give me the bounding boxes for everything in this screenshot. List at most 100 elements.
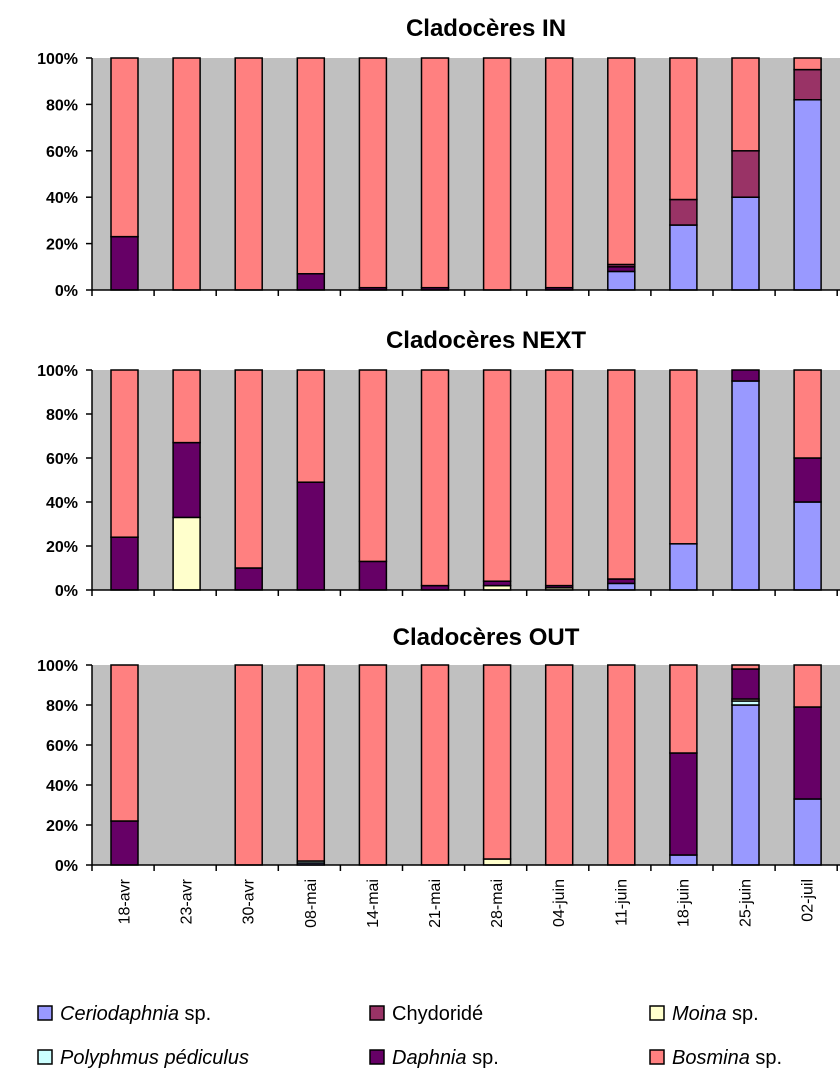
bar-segment-ceriodaphnia <box>669 854 698 866</box>
bar-segment-daphnia <box>669 752 698 856</box>
bar-segment-bosmina <box>358 664 388 866</box>
bar-segment-daphnia <box>296 273 326 291</box>
bar-segment-bosmina <box>731 664 760 670</box>
panel-title: Cladocères IN <box>406 15 566 42</box>
legend-label-moina: Moina sp. <box>672 1003 759 1025</box>
y-tick-label: 80% <box>46 698 78 715</box>
legend-swatch-daphnia <box>369 1049 385 1065</box>
y-tick-label: 40% <box>46 190 78 207</box>
bar-segment-daphnia <box>110 820 139 866</box>
bar-segment-bosmina <box>793 664 822 708</box>
bar-segment-ceriodaphnia <box>793 798 822 866</box>
y-tick-label: 60% <box>46 451 78 468</box>
bar-segment-bosmina <box>110 664 139 822</box>
bar-segment-bosmina <box>607 57 636 266</box>
panel-2: Cladocères NEXT 0% 20% 40% 60% 80% 100% <box>37 327 840 600</box>
y-tick-label: 0% <box>55 283 78 300</box>
y-tick-label: 0% <box>55 583 78 600</box>
bar-segment-bosmina <box>296 57 326 275</box>
y-tick-label: 80% <box>46 97 78 114</box>
bar-segment-bosmina <box>607 664 636 866</box>
legend: Ceriodaphnia sp. Chydoridé Moina sp. Polyph… <box>37 1003 782 1069</box>
bar-segment-daphnia <box>296 481 326 591</box>
panel-title: Cladocères OUT <box>393 624 580 651</box>
bar-segment-chydoride <box>731 150 760 198</box>
bar-segment-bosmina <box>482 664 512 860</box>
bar-segment-bosmina <box>234 664 263 866</box>
bar-segment-daphnia <box>234 567 263 591</box>
x-tick-label: 02-juil <box>800 879 817 922</box>
y-tick-label: 100% <box>37 363 78 380</box>
y-tick-label: 100% <box>37 658 78 675</box>
bar-segment-chydoride <box>669 198 698 226</box>
legend-label-ceriodaphnia: Ceriodaphnia sp. <box>60 1003 211 1025</box>
x-tick-label: 21-mai <box>427 879 444 928</box>
bar-segment-bosmina <box>544 369 574 587</box>
bar-segment-bosmina <box>731 57 760 152</box>
bar-segment-bosmina <box>358 57 388 289</box>
bar-segment-bosmina <box>669 664 698 754</box>
legend-swatch-polyphemus <box>37 1049 53 1065</box>
legend-label-bosmina: Bosmina sp. <box>672 1047 782 1069</box>
x-tick-label: 18-juin <box>675 879 692 927</box>
bar-segment-bosmina <box>482 57 512 291</box>
bar-segment-bosmina <box>296 664 326 862</box>
y-tick-label: 0% <box>55 858 78 875</box>
x-tick-label: 04-juin <box>551 879 568 927</box>
bar-segment-bosmina <box>234 369 263 569</box>
legend-swatch-moina <box>649 1005 665 1021</box>
y-tick-label: 60% <box>46 144 78 161</box>
bar-segment-daphnia <box>793 706 822 800</box>
bar-segment-bosmina <box>669 57 698 201</box>
y-tick-label: 80% <box>46 407 78 424</box>
bar-segment-ceriodaphnia <box>793 501 822 591</box>
x-tick-label: 08-mai <box>303 879 320 928</box>
x-tick-label: 14-mai <box>365 879 382 928</box>
y-tick-label: 20% <box>46 818 78 835</box>
bar-segment-bosmina <box>358 369 388 563</box>
bar-segment-bosmina <box>793 57 822 71</box>
bar-segment-daphnia <box>172 441 201 519</box>
bar-segment-daphnia <box>793 457 822 503</box>
bar-segment-moina <box>482 858 512 866</box>
plot-area <box>92 370 840 590</box>
legend-label-polyphemus: Polyphmus pédiculus <box>60 1047 249 1069</box>
bar-segment-bosmina <box>234 57 263 291</box>
bar-segment-ceriodaphnia <box>731 704 760 866</box>
bar-segment-ceriodaphnia <box>669 543 698 591</box>
y-tick-label: 40% <box>46 778 78 795</box>
y-tick-label: 60% <box>46 738 78 755</box>
bar-segment-daphnia <box>110 536 139 591</box>
panel-title: Cladocères NEXT <box>386 327 586 354</box>
plot-area <box>92 58 840 290</box>
bar-segment-ceriodaphnia <box>731 380 760 591</box>
y-tick-label: 20% <box>46 539 78 556</box>
legend-swatch-chydoride <box>369 1005 385 1021</box>
x-tick-label: 30-avr <box>241 878 258 924</box>
bar-segment-bosmina <box>669 369 698 545</box>
y-tick-label: 40% <box>46 495 78 512</box>
x-tick-label: 28-mai <box>489 879 506 928</box>
bar-segment-daphnia <box>731 668 760 700</box>
plot-area <box>92 665 840 865</box>
bar-segment-daphnia <box>358 560 388 591</box>
bar-segment-bosmina <box>420 369 450 587</box>
bar-segment-ceriodaphnia <box>607 582 636 591</box>
bar-segment-moina <box>172 516 201 591</box>
legend-label-daphnia: Daphnia sp. <box>392 1047 499 1069</box>
bar-segment-ceriodaphnia <box>669 224 698 291</box>
bar-segment-bosmina <box>296 369 326 483</box>
bar-segment-bosmina <box>544 57 574 289</box>
bar-segment-daphnia <box>731 369 760 382</box>
x-tick-label: 18-avr <box>117 878 134 924</box>
legend-swatch-ceriodaphnia <box>37 1005 53 1021</box>
bar-segment-bosmina <box>607 369 636 580</box>
bar-segment-bosmina <box>420 664 450 866</box>
y-tick-label: 100% <box>37 51 78 68</box>
bar-segment-ceriodaphnia <box>793 99 822 291</box>
y-tick-label: 20% <box>46 237 78 254</box>
bar-segment-ceriodaphnia <box>731 196 760 291</box>
panel-3: Cladocères OUT 0% 20% 40% 60% 80% 100% <box>37 624 840 875</box>
bar-segment-daphnia <box>110 235 139 291</box>
